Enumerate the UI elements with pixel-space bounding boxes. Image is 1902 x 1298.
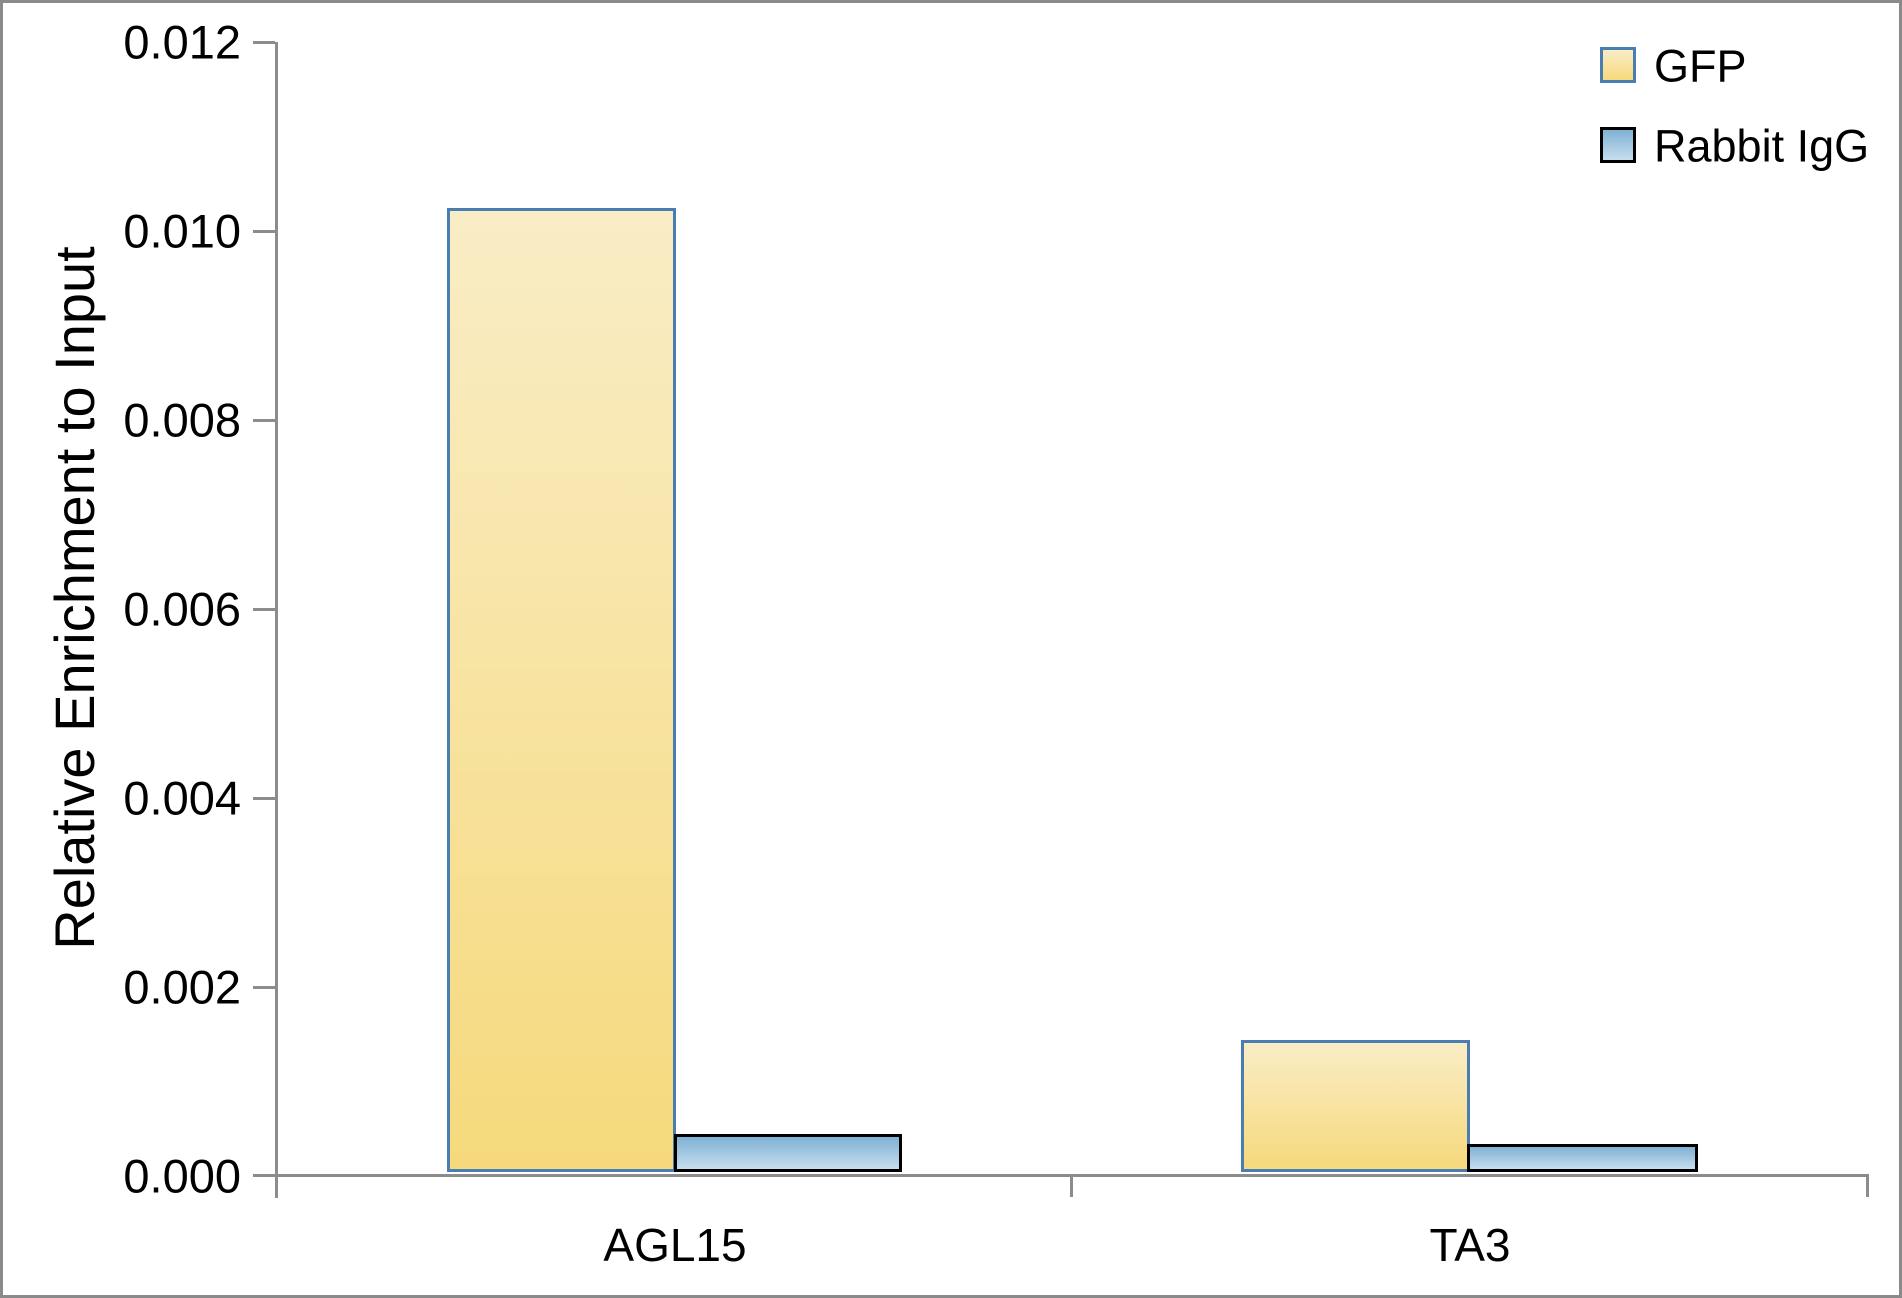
y-tick-label: 0.000 xyxy=(123,1149,241,1203)
x-tick-mark xyxy=(1866,1174,1869,1197)
x-tick-mark xyxy=(1070,1174,1073,1197)
x-category-label-agl15: AGL15 xyxy=(603,1219,747,1271)
x-axis-line xyxy=(275,1174,1869,1177)
legend-swatch-gfp xyxy=(1600,47,1636,83)
y-tick-label: 0.006 xyxy=(123,582,241,636)
legend-label-gfp: GFP xyxy=(1654,40,1747,92)
y-tick-mark xyxy=(253,797,275,800)
bar-rabbit-igg-ta3 xyxy=(1467,1144,1698,1172)
y-tick-label: 0.008 xyxy=(123,393,241,447)
y-tick-mark xyxy=(253,986,275,989)
legend-swatch-rabbit-igg xyxy=(1600,127,1636,163)
bar-gfp-agl15 xyxy=(447,208,676,1172)
bar-gfp-ta3 xyxy=(1241,1040,1470,1172)
y-axis-line xyxy=(275,42,278,1198)
y-tick-label: 0.010 xyxy=(123,204,241,258)
y-tick-mark xyxy=(253,230,275,233)
legend-label-rabbit-igg: Rabbit IgG xyxy=(1654,120,1870,172)
y-tick-mark xyxy=(253,1174,275,1177)
y-tick-label: 0.004 xyxy=(123,771,241,825)
y-tick-mark xyxy=(253,419,275,422)
y-tick-label: 0.002 xyxy=(123,960,241,1014)
y-tick-mark xyxy=(253,41,275,44)
bar-rabbit-igg-agl15 xyxy=(674,1134,902,1172)
y-tick-label: 0.012 xyxy=(123,15,241,69)
y-tick-mark xyxy=(253,608,275,611)
x-category-label-ta3: TA3 xyxy=(1429,1219,1511,1271)
